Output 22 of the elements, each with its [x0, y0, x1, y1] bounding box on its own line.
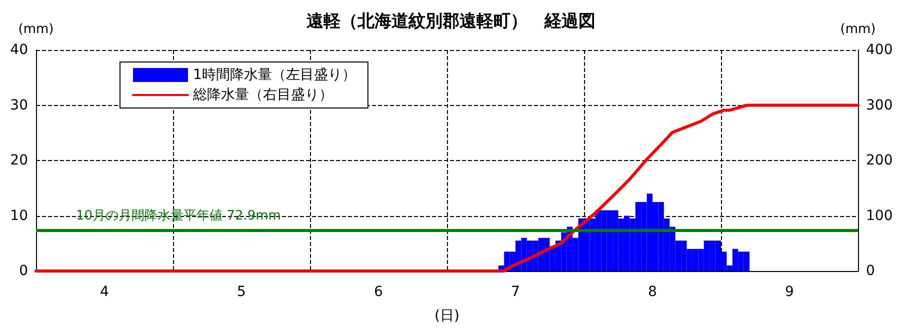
- x-tick-label: 5: [237, 284, 246, 300]
- y2-tick-label: 0: [866, 263, 875, 279]
- y-tick-label: 40: [10, 42, 28, 58]
- y-tick-label: 30: [10, 97, 28, 114]
- y2-tick-label: 400: [866, 42, 893, 58]
- chart-title: 遠軽（北海道紋別郡遠軽町） 経過図: [306, 12, 596, 32]
- y2-tick-label: 100: [866, 208, 893, 224]
- legend-label: 総降水量（右目盛り）: [192, 87, 333, 103]
- x-tick-label: 9: [785, 284, 794, 300]
- x-tick-label: 7: [511, 284, 520, 300]
- x-axis-title: (日): [434, 308, 460, 324]
- y2-tick-label: 300: [866, 97, 893, 114]
- y2-tick-label: 200: [866, 152, 893, 168]
- y-tick-label: 10: [10, 208, 28, 224]
- x-tick-label: 6: [374, 284, 384, 300]
- y-tick-label: 20: [10, 152, 28, 168]
- legend-label: 1時間降水量（左目盛り）: [193, 67, 356, 83]
- y-tick-label: 0: [19, 263, 28, 279]
- y-axis-title: (mm): [18, 22, 54, 37]
- y2-axis-title: (mm): [840, 22, 876, 37]
- x-tick-label: 8: [648, 284, 657, 300]
- x-tick-label: 4: [100, 284, 110, 300]
